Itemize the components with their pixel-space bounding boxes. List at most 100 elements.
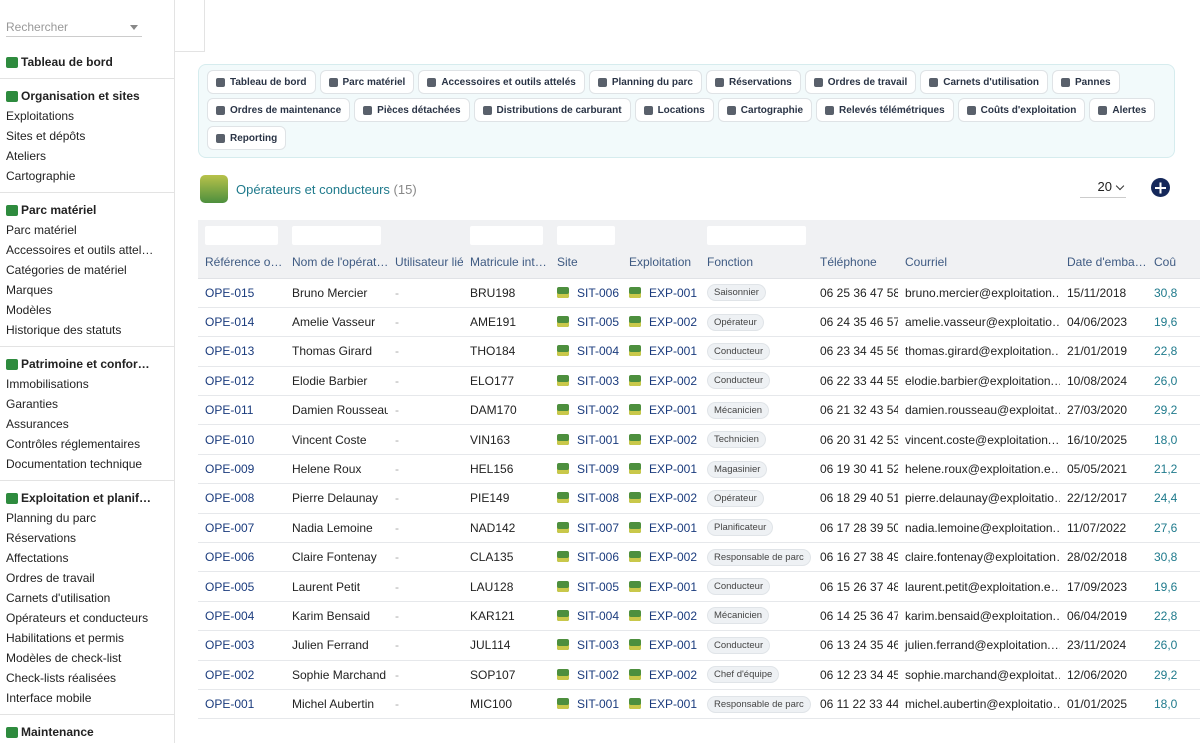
nav-section-title[interactable]: Patrimoine et confor… [6,354,174,374]
column-header[interactable]: Exploitation [622,247,700,279]
filter-input[interactable] [707,225,806,245]
search-input[interactable]: Rechercher [6,18,142,37]
tab[interactable]: Coûts d'exploitation [957,98,1086,122]
nav-item[interactable]: Catégories de matériel [6,263,127,277]
nav-item[interactable]: Check-lists réalisées [6,671,117,685]
nav-item[interactable]: Marques [6,283,53,297]
tab[interactable]: Tableau de bord [207,70,316,94]
nav-item[interactable]: Immobilisations [6,377,89,391]
cell-link[interactable]: SIT-005 [577,315,620,330]
column-header[interactable]: Matricule int… [463,247,550,279]
column-header[interactable]: Téléphone [813,247,898,279]
nav-item[interactable]: Historique des statuts [6,323,122,337]
cell-link[interactable]: OPE-002 [205,667,255,682]
cell-link[interactable]: SIT-004 [577,344,620,359]
cell-link[interactable]: SIT-006 [577,550,620,565]
nav-section-title[interactable]: Exploitation et planif… [6,488,174,508]
column-header[interactable]: Site [550,247,622,279]
nav-item[interactable]: Habilitations et permis [6,631,125,645]
nav-item[interactable]: Ordres de travail [6,571,95,585]
cell-link[interactable]: EXP-001 [649,638,698,653]
cell-link[interactable]: EXP-002 [649,315,698,330]
cell-link[interactable]: EXP-001 [649,285,698,300]
cell-link[interactable]: OPE-006 [205,550,255,565]
cell-link[interactable]: OPE-012 [205,373,255,388]
cell-link[interactable]: EXP-001 [649,697,698,712]
cell-link[interactable]: SIT-003 [577,638,620,653]
column-header[interactable]: Coû [1147,247,1200,279]
nav-item[interactable]: Contrôles réglementaires [6,437,141,451]
tab[interactable]: Locations [634,98,714,122]
cell-link[interactable]: EXP-002 [649,432,698,447]
nav-section-title[interactable]: Maintenance [6,722,174,742]
cell-link[interactable]: OPE-005 [205,579,255,594]
cell-link[interactable]: EXP-002 [649,373,698,388]
cell-link[interactable]: EXP-002 [649,550,698,565]
filter-input[interactable] [292,225,381,245]
nav-item[interactable]: Sites et dépôts [6,129,86,143]
cell-link[interactable]: EXP-001 [649,520,698,535]
nav-item[interactable]: Exploitations [6,109,75,123]
nav-item[interactable]: Réservations [6,531,77,545]
cell-link[interactable]: OPE-010 [205,432,255,447]
tab[interactable]: Alertes [1089,98,1156,122]
cell-link[interactable]: SIT-004 [577,608,620,623]
cell-link[interactable]: OPE-004 [205,608,255,623]
nav-item[interactable]: Carnets d'utilisation [6,591,111,605]
tab[interactable]: Ordres de travail [804,70,917,94]
filter-input[interactable] [557,225,615,245]
cell-link[interactable]: SIT-003 [577,373,620,388]
cell-link[interactable]: OPE-008 [205,491,255,506]
nav-item[interactable]: Modèles de check-list [6,651,122,665]
column-header[interactable]: Date d'emba… [1060,247,1147,279]
cell-link[interactable]: SIT-009 [577,462,620,477]
cell-link[interactable]: SIT-008 [577,491,620,506]
nav-item[interactable]: Interface mobile [6,691,92,705]
nav-item[interactable]: Parc matériel [6,223,77,237]
column-header[interactable]: Courriel [898,247,1060,279]
tab[interactable]: Cartographie [717,98,813,122]
nav-item[interactable]: Documentation technique [6,457,143,471]
tab[interactable]: Pièces détachées [354,98,470,122]
cell-link[interactable]: EXP-001 [649,579,698,594]
cell-link[interactable]: SIT-001 [577,432,620,447]
cell-link[interactable]: OPE-009 [205,462,255,477]
column-header[interactable]: Utilisateur lié [388,247,463,279]
nav-item[interactable]: Affectations [6,551,69,565]
tab[interactable]: Réservations [705,70,801,94]
cell-link[interactable]: SIT-007 [577,520,620,535]
cell-link[interactable]: SIT-005 [577,579,620,594]
cell-link[interactable]: OPE-015 [205,285,255,300]
tab[interactable]: Parc matériel [319,70,415,94]
cell-link[interactable]: EXP-001 [649,344,698,359]
tab[interactable]: Pannes [1052,70,1120,94]
cell-link[interactable]: OPE-013 [205,344,255,359]
tab[interactable]: Carnets d'utilisation [920,70,1048,94]
cell-link[interactable]: EXP-002 [649,491,698,506]
cell-link[interactable]: OPE-007 [205,520,255,535]
tab[interactable]: Distributions de carburant [473,98,631,122]
page-size-select[interactable]: 20 [1080,176,1126,198]
cell-link[interactable]: EXP-002 [649,667,698,682]
cell-link[interactable]: SIT-006 [577,285,620,300]
tab[interactable]: Relevés télémétriques [816,98,954,122]
filter-input[interactable] [470,225,543,245]
column-header[interactable]: Référence o… [198,247,285,279]
tab[interactable]: Accessoires et outils attelés [418,70,585,94]
nav-item[interactable]: Assurances [6,417,69,431]
nav-item[interactable]: Ateliers [6,149,47,163]
tab[interactable]: Ordres de maintenance [207,98,351,122]
cell-link[interactable]: OPE-001 [205,697,255,712]
column-header[interactable]: Nom de l'opérat… [285,247,388,279]
tab[interactable]: Reporting [207,126,287,150]
nav-item[interactable]: Modèles [6,303,52,317]
nav-item[interactable]: Accessoires et outils attel… [6,243,154,257]
nav-item[interactable]: Garanties [6,397,59,411]
nav-item[interactable]: Cartographie [6,169,76,183]
filter-input[interactable] [205,225,278,245]
cell-link[interactable]: EXP-001 [649,462,698,477]
tab[interactable]: Planning du parc [588,70,702,94]
cell-link[interactable]: OPE-014 [205,315,255,330]
nav-section-title[interactable]: Parc matériel [6,200,174,220]
nav-item[interactable]: Opérateurs et conducteurs [6,611,149,625]
